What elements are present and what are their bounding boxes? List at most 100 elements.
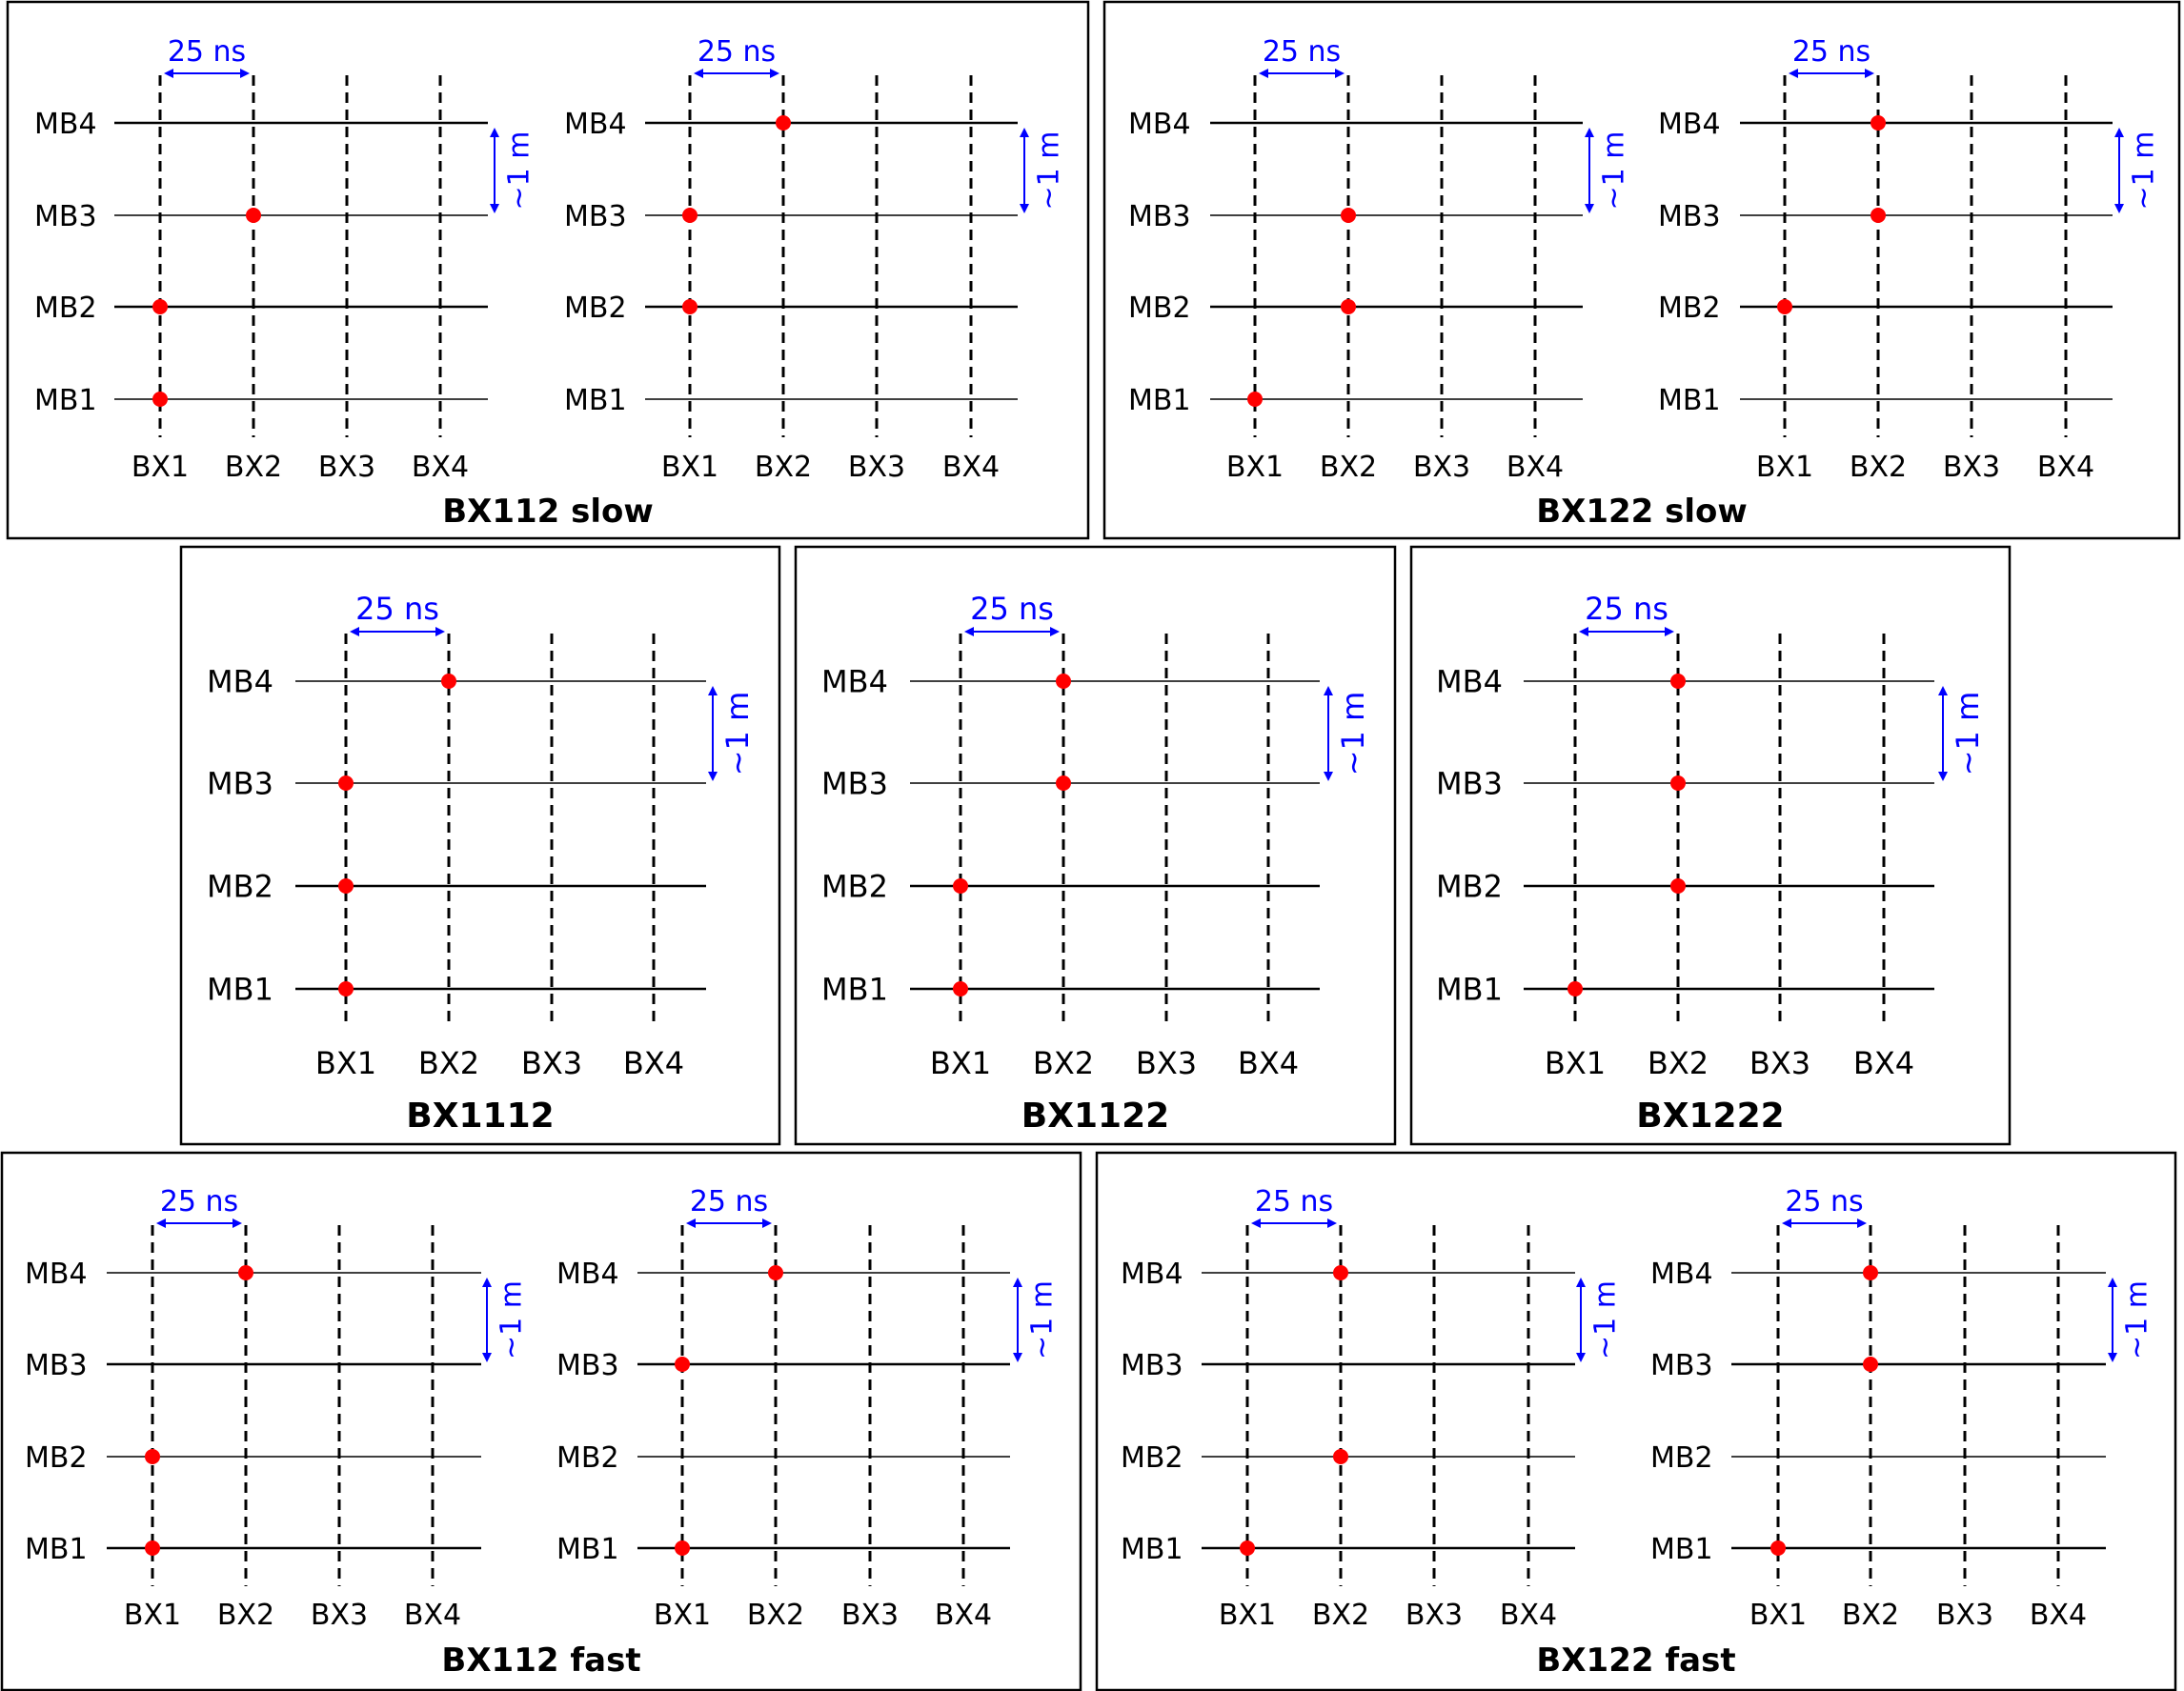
hit-marker [338, 981, 354, 996]
box-frame [0, 1151, 1082, 1691]
arrow-head-icon [2114, 204, 2124, 213]
time-label: 25 ns [168, 35, 246, 69]
arrow-head-icon [233, 1218, 242, 1228]
station-label: MB1 [821, 972, 888, 1008]
pattern-title: BX122 slow [1536, 493, 1748, 531]
timing-panel: MB1 MB2 MB3 MB4 BX1 BX2 BX3 BX4 25 ns ~1 m [25, 1185, 529, 1632]
distance-label: ~1 m [1033, 131, 1066, 211]
station-label: MB2 [556, 1441, 619, 1475]
hit-marker [152, 299, 168, 314]
arrow-head-icon [2114, 128, 2124, 137]
station-label: MB4 [207, 664, 273, 700]
arrow-head-icon [708, 686, 718, 695]
hit-marker [145, 1449, 160, 1464]
bx-label: BX4 [404, 1599, 461, 1632]
timing-panel: MB1 MB2 MB3 MB4 BX1 BX2 BX3 BX4 25 ns ~1 m [821, 591, 1371, 1081]
time-label: 25 ns [1785, 1185, 1863, 1218]
hit-marker [1056, 775, 1071, 791]
station-label: MB2 [821, 869, 888, 905]
bx-label: BX1 [654, 1599, 711, 1632]
hit-marker [682, 208, 698, 223]
distance-label: ~1 m [1950, 692, 1986, 776]
hit-marker [1770, 1540, 1786, 1556]
pattern-box: MB1 MB2 MB3 MB4 BX1 BX2 BX3 BX4 25 ns ~1 m BX1112 [179, 545, 781, 1146]
station-label: MB4 [1128, 108, 1191, 141]
bx-label: BX2 [1312, 1599, 1369, 1632]
bx-label: BX2 [755, 451, 812, 484]
timing-panel: MB1 MB2 MB3 MB4 BX1 BX2 BX3 BX4 25 ns ~1 m [1650, 1185, 2154, 1632]
station-label: MB4 [25, 1258, 88, 1291]
hit-marker [1247, 392, 1263, 407]
bx-label: BX3 [1413, 451, 1470, 484]
distance-label: ~1 m [1335, 692, 1371, 776]
hit-marker [338, 878, 354, 894]
hit-marker [246, 208, 261, 223]
bx-label: BX4 [412, 451, 469, 484]
box-frame [1102, 0, 2181, 540]
time-label: 25 ns [690, 1185, 768, 1218]
arrow-head-icon [490, 128, 499, 137]
station-label: MB3 [1650, 1349, 1713, 1382]
time-label: 25 ns [970, 591, 1054, 627]
bx-label: BX3 [1136, 1045, 1197, 1081]
arrow-head-icon [770, 69, 779, 78]
timing-panel: MB1 MB2 MB3 MB4 BX1 BX2 BX3 BX4 25 ns ~1 m [1658, 35, 2161, 484]
hit-marker [776, 115, 791, 131]
arrow-head-icon [1013, 1353, 1022, 1362]
arrow-head-icon [1782, 1218, 1791, 1228]
hit-marker [682, 299, 698, 314]
distance-label: ~1 m [503, 131, 536, 211]
pattern-title: BX112 fast [441, 1641, 640, 1680]
bx-label: BX2 [418, 1045, 479, 1081]
hit-marker [338, 775, 354, 791]
bx-label: BX3 [311, 1599, 368, 1632]
arrow-head-icon [1857, 1218, 1867, 1228]
distance-label: ~1 m [1026, 1280, 1060, 1359]
box-frame [6, 0, 1090, 540]
station-label: MB1 [207, 972, 273, 1008]
box-frame [1095, 1151, 2177, 1691]
arrow-head-icon [482, 1353, 492, 1362]
station-label: MB2 [207, 869, 273, 905]
station-label: MB4 [564, 108, 627, 141]
station-label: MB3 [34, 200, 97, 233]
bx-label: BX2 [225, 451, 282, 484]
station-label: MB4 [821, 664, 888, 700]
hit-marker [1341, 208, 1356, 223]
arrow-head-icon [1579, 627, 1588, 636]
pattern-title: BX1112 [406, 1097, 554, 1136]
bx-label: BX1 [1226, 451, 1284, 484]
arrow-head-icon [2108, 1353, 2117, 1362]
arrow-head-icon [1050, 627, 1060, 636]
station-label: MB1 [25, 1533, 88, 1566]
bx-label: BX4 [2030, 1599, 2087, 1632]
station-label: MB3 [821, 766, 888, 802]
station-label: MB1 [34, 384, 97, 417]
box-frame [794, 545, 1397, 1146]
arrow-head-icon [1259, 69, 1268, 78]
arrow-head-icon [1576, 1278, 1586, 1287]
arrow-head-icon [1324, 772, 1333, 781]
distance-label: ~1 m [495, 1280, 529, 1359]
station-label: MB1 [1650, 1533, 1713, 1566]
time-label: 25 ns [1255, 1185, 1333, 1218]
bx-label: BX4 [623, 1045, 684, 1081]
bx-label: BX2 [1320, 451, 1377, 484]
timing-panel: MB1 MB2 MB3 MB4 BX1 BX2 BX3 BX4 25 ns ~1 m [1436, 591, 1986, 1081]
bx-label: BX2 [747, 1599, 804, 1632]
bx-label: BX2 [1842, 1599, 1899, 1632]
station-label: MB2 [25, 1441, 88, 1475]
arrow-head-icon [964, 627, 974, 636]
time-label: 25 ns [698, 35, 776, 69]
bx-label: BX3 [1936, 1599, 1993, 1632]
timing-panel: MB1 MB2 MB3 MB4 BX1 BX2 BX3 BX4 25 ns ~1 m [207, 591, 756, 1081]
hit-marker [152, 392, 168, 407]
station-label: MB2 [1436, 869, 1503, 905]
arrow-head-icon [1324, 686, 1333, 695]
time-label: 25 ns [160, 1185, 238, 1218]
bx-label: BX3 [841, 1599, 899, 1632]
hit-marker [953, 878, 968, 894]
